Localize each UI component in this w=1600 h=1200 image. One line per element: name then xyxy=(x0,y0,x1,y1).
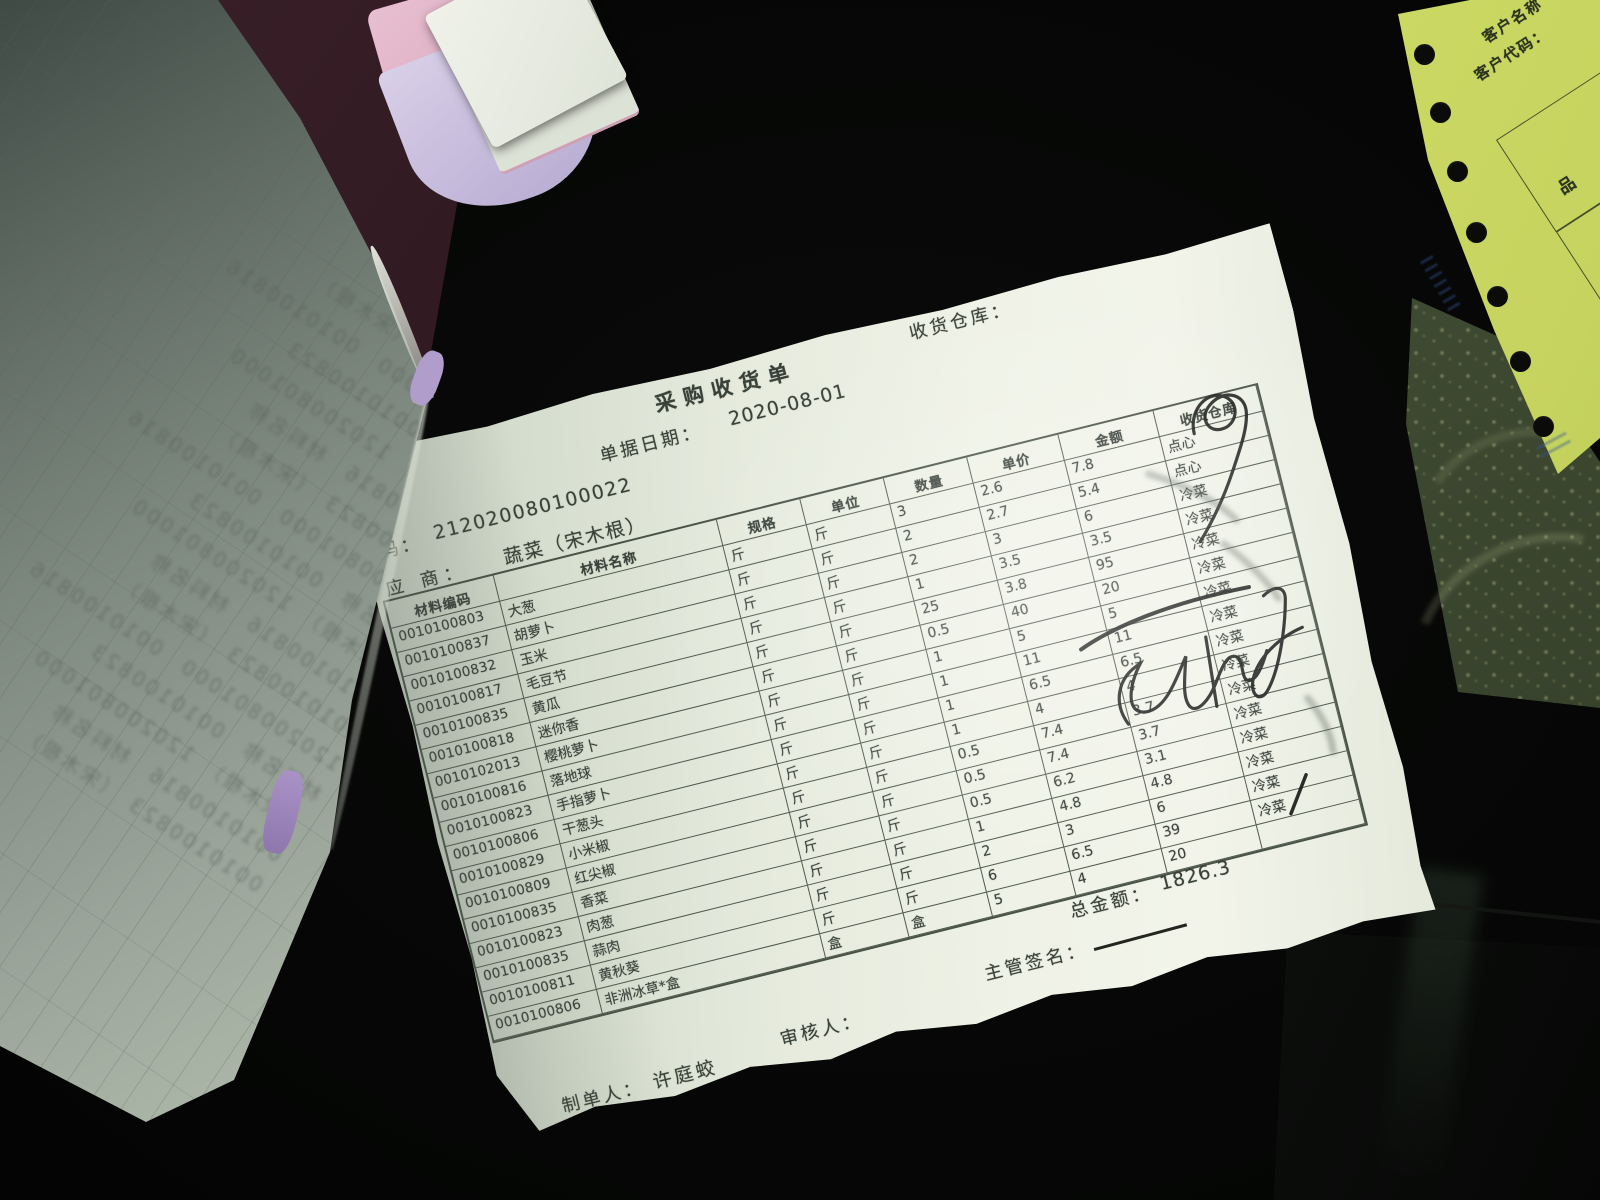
pencil-smudge xyxy=(1224,534,1279,608)
sprocket-hole xyxy=(1533,416,1554,437)
sprocket-hole xyxy=(1466,222,1487,243)
sprocket-hole xyxy=(1430,102,1451,123)
handwritten-ink-overlay xyxy=(340,223,1443,1144)
sprocket-hole xyxy=(1414,44,1435,65)
purchase-receipt-paper: 采购收货单 收货仓库： 单据日期： 2020-08-01 码： 21202008… xyxy=(340,223,1443,1144)
pencil-smudge xyxy=(1149,456,1237,538)
sprocket-hole xyxy=(1510,351,1531,372)
blue-stamp-smudge xyxy=(1417,250,1461,312)
ink-checkmark xyxy=(1283,775,1315,814)
sprocket-hole xyxy=(1447,161,1468,182)
ink-signature-bar xyxy=(1076,586,1254,649)
ink-signature-flourish xyxy=(1193,585,1316,708)
pencil-smudge xyxy=(1308,695,1334,754)
ink-signature xyxy=(1111,633,1276,726)
sprocket-hole xyxy=(1487,286,1508,307)
ink-scribble xyxy=(1167,389,1274,541)
